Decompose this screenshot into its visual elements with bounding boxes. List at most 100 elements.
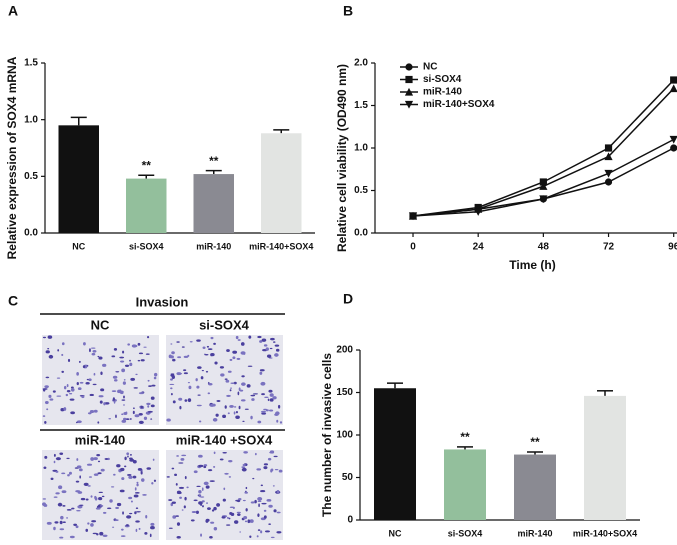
marker (604, 152, 613, 161)
cell (198, 501, 203, 505)
cell (244, 520, 248, 523)
cell (196, 404, 202, 407)
cell (210, 336, 214, 340)
cell (209, 403, 215, 407)
bar (193, 174, 234, 233)
cell (236, 499, 241, 503)
x-tick-label: 0 (410, 242, 416, 253)
cell (229, 506, 235, 508)
cell (104, 402, 110, 405)
cell (125, 524, 129, 527)
cell (120, 535, 126, 537)
cell (88, 378, 92, 382)
cell (257, 529, 261, 531)
cell (179, 405, 182, 410)
cell (83, 482, 89, 486)
cell (223, 487, 226, 491)
cell (86, 378, 89, 381)
x-tick-label: 24 (473, 242, 485, 253)
cell (138, 420, 144, 424)
cell (94, 495, 97, 500)
cell (46, 408, 49, 411)
marker (670, 144, 677, 152)
x-tick-label: miR-140+SOX4 (573, 528, 637, 538)
cell (150, 404, 155, 408)
cell (87, 412, 92, 415)
image-label: miR-140 (75, 432, 126, 447)
cell (268, 523, 272, 526)
cell (243, 451, 248, 454)
cell (75, 525, 79, 529)
cell (256, 468, 262, 471)
cell (189, 341, 193, 343)
cell (76, 458, 79, 461)
cell (195, 378, 198, 382)
cell (257, 513, 260, 518)
y-tick-label: 1.5 (354, 100, 368, 111)
cell (242, 463, 246, 467)
cell (42, 498, 47, 500)
cell (244, 491, 248, 494)
cell (213, 451, 216, 455)
cell (92, 532, 98, 535)
cell (123, 404, 125, 406)
cell (63, 407, 67, 411)
cell (76, 382, 79, 386)
micrograph (42, 335, 159, 425)
cell (121, 399, 126, 401)
cell (153, 376, 157, 380)
bar (374, 388, 416, 520)
cell (76, 509, 81, 512)
cell (127, 473, 132, 476)
cell (102, 363, 107, 367)
cell (215, 413, 219, 417)
panel-letter: B (343, 3, 353, 19)
marker (474, 208, 483, 216)
cell (222, 452, 227, 454)
cell (75, 480, 80, 483)
cell (232, 356, 236, 360)
cell (79, 504, 84, 506)
cell (138, 352, 144, 355)
cell (257, 335, 262, 339)
x-tick-label: 72 (603, 242, 615, 253)
cell (81, 395, 85, 399)
cell (135, 373, 138, 376)
cell (120, 528, 124, 531)
marker (669, 84, 677, 93)
cell (99, 531, 104, 536)
cell (206, 345, 210, 348)
cell (45, 376, 50, 379)
cell (100, 371, 103, 376)
cell (90, 523, 94, 527)
cell (274, 468, 279, 471)
cell (273, 455, 278, 458)
cell (121, 419, 127, 423)
x-tick-label: 48 (538, 242, 550, 253)
cell (171, 351, 175, 355)
x-tick-label: 96 (668, 242, 677, 253)
cell (50, 477, 54, 481)
cell (244, 490, 247, 492)
cell (113, 473, 116, 476)
cell (116, 464, 121, 468)
cell (102, 511, 107, 514)
cell (256, 535, 259, 538)
cell (233, 406, 237, 408)
cell (241, 466, 246, 468)
y-tick-label: 150 (336, 387, 353, 398)
cell (207, 507, 211, 511)
cell (224, 472, 229, 475)
cell (198, 454, 203, 458)
cell (195, 510, 199, 514)
cell (116, 502, 122, 507)
cell (121, 368, 126, 373)
cell (277, 404, 281, 409)
cell (260, 484, 263, 487)
cell (210, 353, 215, 357)
cell (247, 365, 253, 367)
panel-title: Invasion (136, 294, 189, 309)
cell (107, 457, 110, 461)
cell (97, 472, 102, 475)
